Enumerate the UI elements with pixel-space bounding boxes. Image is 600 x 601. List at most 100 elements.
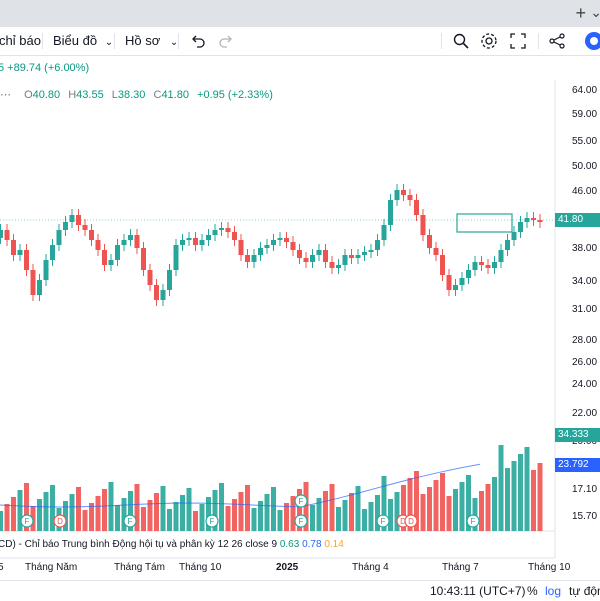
volume-bar <box>225 506 231 531</box>
time-tick: Tháng Năm <box>25 562 78 573</box>
ohlc-legend: ⋯ O40.80 H43.55 L38.30 C41.80 +0.95 (+2.… <box>0 88 273 101</box>
share-icon[interactable] <box>547 31 567 51</box>
volume-bar <box>108 482 114 531</box>
volume-bar <box>355 486 361 531</box>
volume-bar <box>446 496 452 531</box>
volume-bar <box>277 510 283 531</box>
marker-label: F <box>25 517 30 526</box>
candle-body <box>141 248 146 270</box>
chart-type-label: Biểu đồ <box>53 33 98 48</box>
volume-bar <box>232 499 237 531</box>
volume-bar <box>50 485 55 531</box>
toolbar-divider <box>114 33 115 49</box>
volume-bar <box>167 509 172 531</box>
candle-body <box>121 240 127 245</box>
candle-body <box>537 220 543 222</box>
candle-body <box>245 255 250 262</box>
candle-body <box>95 240 101 250</box>
candle-body <box>511 232 517 240</box>
auto-toggle[interactable]: tự độn <box>569 584 600 598</box>
macd-value-1: 0.63 <box>279 539 300 550</box>
close-label: C <box>153 89 162 101</box>
volume-bar <box>245 485 250 531</box>
log-toggle[interactable]: log <box>545 584 562 598</box>
price-tick: 17.10 <box>572 484 598 495</box>
browser-tabstrip: + ⌄ <box>0 0 600 28</box>
price-tick: 34.00 <box>572 276 598 287</box>
candle-body <box>290 242 296 250</box>
volume-bar <box>414 471 419 531</box>
profile-dropdown[interactable]: Hồ sơ ⌄ <box>125 27 178 55</box>
volume-bar <box>394 492 400 531</box>
gear-icon[interactable] <box>479 31 499 51</box>
volume-bar <box>466 475 471 531</box>
undo-icon[interactable] <box>188 31 208 51</box>
volume-bar <box>264 494 270 531</box>
candle-body <box>518 222 523 232</box>
new-tab-button[interactable]: + <box>575 3 586 23</box>
earnings-marker-icon <box>376 514 390 528</box>
candle-body <box>297 250 302 258</box>
candle-body <box>375 240 380 250</box>
volume-bar <box>134 484 140 531</box>
time-axis[interactable]: 5 Tháng Năm Tháng Tám Tháng 10 2025 Thán… <box>0 558 570 578</box>
candle-body <box>17 250 23 255</box>
time-tick: Tháng 10 <box>528 562 571 573</box>
marker-label: D <box>400 517 406 526</box>
volume-bar <box>433 480 439 531</box>
candle-body <box>349 255 354 258</box>
redo-icon[interactable] <box>216 31 236 51</box>
volume-bar <box>316 498 322 531</box>
time-tick: 5 <box>0 562 4 573</box>
search-icon[interactable] <box>451 31 471 51</box>
fullscreen-icon[interactable] <box>508 31 528 51</box>
volume-green-label: 34.333 <box>555 428 600 442</box>
legend-dots-icon[interactable]: ⋯ <box>0 89 11 101</box>
candle-body <box>505 240 510 250</box>
candle-body <box>206 235 211 240</box>
candle-body <box>219 228 224 230</box>
marker-label: F <box>471 517 476 526</box>
volume-bar <box>82 510 88 531</box>
candle-body <box>212 230 218 235</box>
volume-bar <box>258 501 263 531</box>
marker-label: F <box>210 517 215 526</box>
volume-bar <box>206 497 211 531</box>
candle-body <box>277 238 283 240</box>
marker-label: D <box>408 517 414 526</box>
clock-time[interactable]: 10:43:11 (UTC+7) <box>430 584 526 598</box>
low-value: 38.30 <box>117 89 146 101</box>
indicators-button[interactable]: chỉ báo <box>0 33 41 48</box>
volume-bar <box>102 489 107 531</box>
toolbar-divider <box>42 33 43 49</box>
volume-bar <box>375 495 380 531</box>
price-tick: 38.00 <box>572 243 598 254</box>
volume-bar <box>24 483 29 531</box>
percent-toggle[interactable]: % <box>527 584 538 598</box>
price-chart[interactable]: F D F F FFF D D F <box>0 58 600 578</box>
volume-bar <box>329 484 335 531</box>
volume-bar <box>472 498 478 531</box>
tab-list-chevron-icon[interactable]: ⌄ <box>590 4 600 20</box>
candle-body <box>134 235 140 248</box>
chart-type-dropdown[interactable]: Biểu đồ ⌄ <box>53 27 113 55</box>
volume-bar <box>310 505 315 531</box>
candle-body <box>271 240 276 245</box>
chevron-down-icon: ⌄ <box>104 37 114 48</box>
logo-icon[interactable] <box>584 31 600 51</box>
marker-label: F <box>128 517 133 526</box>
candle-body <box>82 225 88 230</box>
candle-body <box>30 270 36 295</box>
candle-body <box>11 240 16 255</box>
volume-bar <box>37 499 42 531</box>
volume-bar <box>69 494 75 531</box>
candle-body <box>316 250 322 255</box>
price-tick: 46.00 <box>572 186 598 197</box>
volume-bar <box>160 486 166 531</box>
volume-bar <box>115 505 120 531</box>
candle-body <box>524 218 530 222</box>
open-label: O <box>24 89 33 101</box>
volume-bar <box>271 487 276 531</box>
dividend-marker-icon <box>404 514 418 528</box>
volume-bar <box>297 489 302 531</box>
